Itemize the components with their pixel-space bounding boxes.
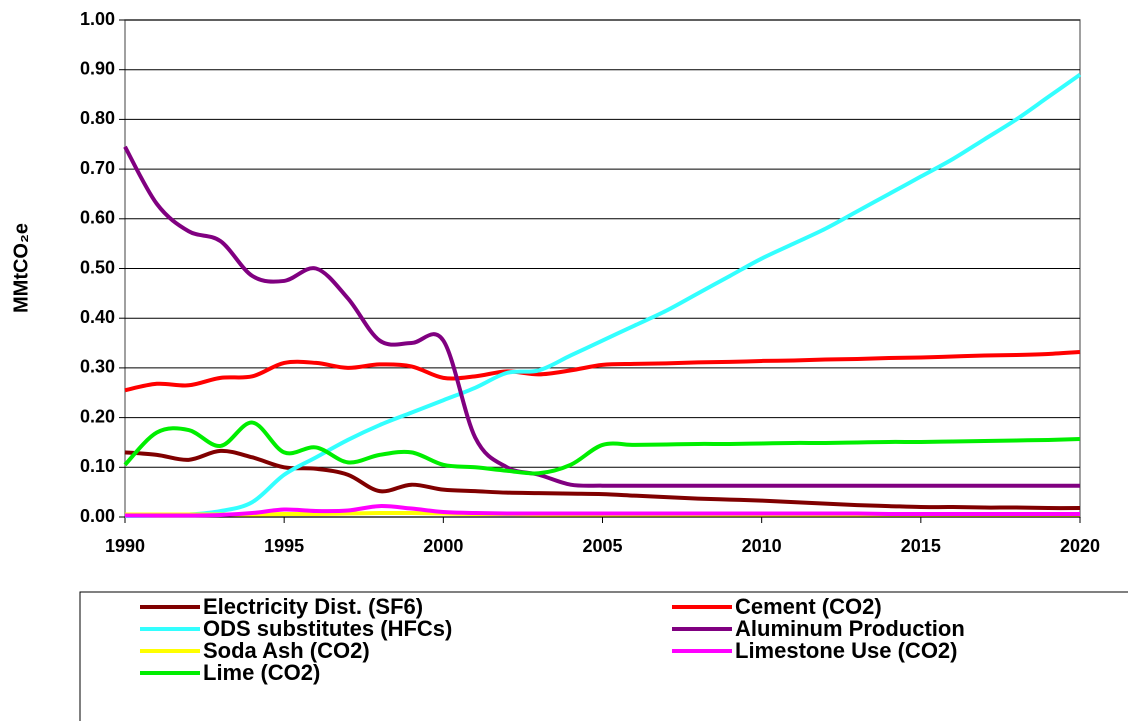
legend-label: Lime (CO2) [203,660,320,685]
x-tick-label: 2010 [742,536,782,556]
legend-label: Cement (CO2) [735,594,882,619]
series-line [123,420,1081,476]
series-line [125,504,1080,518]
y-tick-label: 0.70 [80,158,115,178]
series-line [124,349,1081,393]
legend-box [79,591,1128,726]
y-axis-label: MMtCO₂e [10,223,32,313]
legend-label: Aluminum Production [735,616,965,641]
y-tick-label: 0.10 [80,456,115,476]
x-tick-label: 2000 [423,536,463,556]
legend-label: Soda Ash (CO2) [203,638,370,663]
y-tick-label: 0.40 [80,307,115,327]
x-tick-label: 1990 [105,536,145,556]
legend-label: ODS substitutes (HFCs) [203,616,452,641]
y-tick-label: 0.90 [80,58,115,78]
y-tick-label: 0.20 [80,406,115,426]
series-line [124,73,1082,519]
y-tick-label: 0.80 [80,108,115,128]
legend-label: Electricity Dist. (SF6) [203,594,423,619]
y-tick-label: 1.00 [80,9,115,29]
x-tick-label: 2005 [582,536,622,556]
x-tick-label: 2015 [901,536,941,556]
series-line [124,448,1081,511]
y-tick-label: 0.00 [80,506,115,526]
legend-label: Limestone Use (CO2) [735,638,958,663]
y-tick-label: 0.50 [80,257,115,277]
x-tick-label: 2020 [1060,536,1100,556]
y-tick-label: 0.30 [80,357,115,377]
series-line [123,145,1080,488]
y-tick-label: 0.60 [80,208,115,228]
x-tick-label: 1995 [264,536,304,556]
